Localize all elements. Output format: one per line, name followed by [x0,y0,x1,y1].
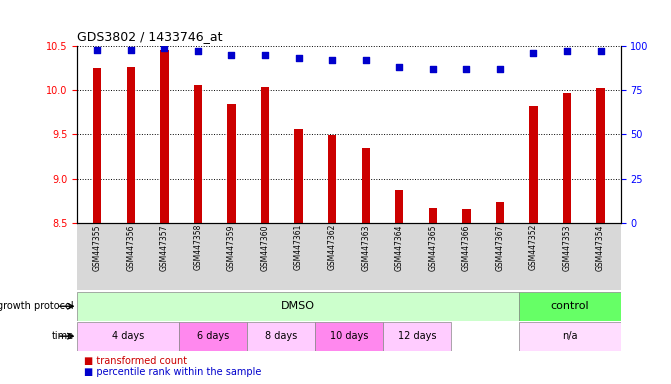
Point [193,48,203,55]
Bar [227,104,236,223]
Text: DMSO: DMSO [281,301,315,311]
Bar [462,209,470,223]
Bar [328,135,336,223]
Text: GDS3802 / 1433746_at: GDS3802 / 1433746_at [77,30,223,43]
Bar [496,202,504,223]
Point [360,57,371,63]
Text: 10 days: 10 days [329,331,368,341]
Bar [77,292,519,321]
Bar [383,322,451,351]
Text: 8 days: 8 days [265,331,297,341]
Text: growth protocol: growth protocol [0,301,74,311]
Text: ■ transformed count: ■ transformed count [84,356,187,366]
Bar [261,87,269,223]
Text: n/a: n/a [562,331,578,341]
Point [595,48,606,55]
Bar [295,129,303,223]
Bar [563,93,571,223]
Text: time: time [52,331,74,341]
Bar [597,88,605,223]
Point [528,50,539,56]
Point [92,46,103,53]
Bar [127,67,135,223]
Text: ■ percentile rank within the sample: ■ percentile rank within the sample [84,367,261,377]
Bar [194,85,202,223]
Point [226,52,237,58]
Point [125,46,136,53]
Point [159,45,170,51]
Bar [362,148,370,223]
Point [495,66,505,72]
Point [461,66,472,72]
Bar [395,190,403,223]
Point [562,48,572,55]
Text: 12 days: 12 days [398,331,436,341]
Bar [429,208,437,223]
Bar [93,68,101,223]
Bar [519,292,621,321]
Point [427,66,438,72]
Text: 6 days: 6 days [197,331,229,341]
Bar [315,322,383,351]
Bar [529,106,537,223]
Bar [519,322,621,351]
Bar [77,322,179,351]
Text: control: control [550,301,589,311]
Bar [179,322,247,351]
Point [260,52,270,58]
Bar [160,51,168,223]
Point [394,64,405,70]
Bar [247,322,315,351]
Point [293,55,304,61]
Point [327,57,338,63]
Text: 4 days: 4 days [112,331,144,341]
